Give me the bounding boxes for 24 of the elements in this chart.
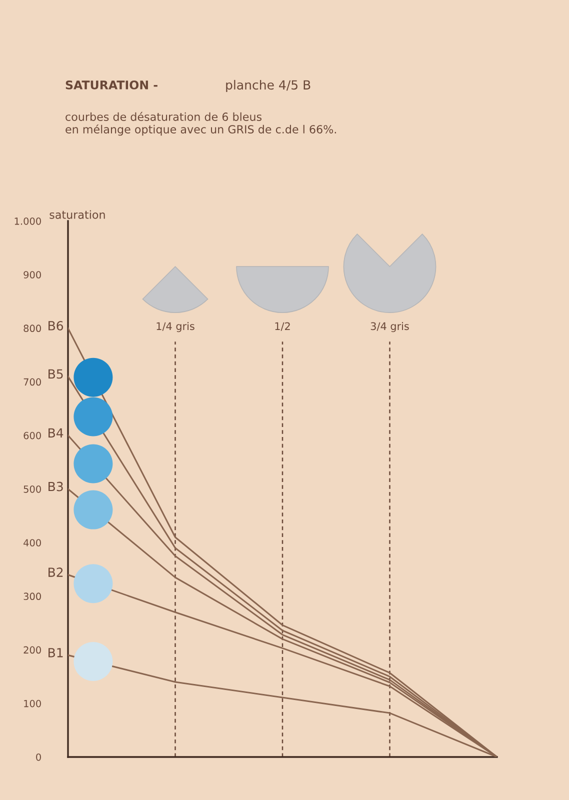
x-tick-label: 3/4 gris	[370, 322, 409, 332]
y-tick-label: 500	[24, 485, 41, 493]
y-tick-label: 1.000	[14, 217, 41, 225]
y-tick-label: 400	[24, 539, 41, 546]
x-tick-label: 1/2	[275, 322, 290, 331]
y-tick-label: 700	[24, 378, 41, 386]
y-tick-label: 600	[24, 432, 41, 440]
y-tick-label: 800	[24, 324, 41, 332]
series-label: B2	[48, 568, 63, 577]
chart-title: SATURATION -	[66, 80, 158, 90]
series-label: B6	[48, 320, 64, 330]
x-tick-label: 1/4 gris	[156, 322, 194, 332]
y-tick-label: 100	[24, 700, 41, 708]
y-tick-label: 200	[24, 646, 41, 654]
y-tick-label: 0	[36, 753, 41, 761]
series-label: B1	[48, 648, 63, 658]
y-tick-label: 300	[24, 592, 41, 600]
series-label: B5	[48, 369, 63, 379]
text: planche 4/5 B	[226, 80, 310, 92]
series-label: B3	[48, 482, 63, 492]
y-axis-title: saturation	[50, 210, 105, 219]
chart-subtitle: courbes de désaturation de 6 bleus en mélange optique avec un GRIS de c.de l 66%.	[66, 112, 336, 136]
y-tick-label: 900	[24, 271, 41, 278]
series-label: B4	[48, 428, 64, 438]
